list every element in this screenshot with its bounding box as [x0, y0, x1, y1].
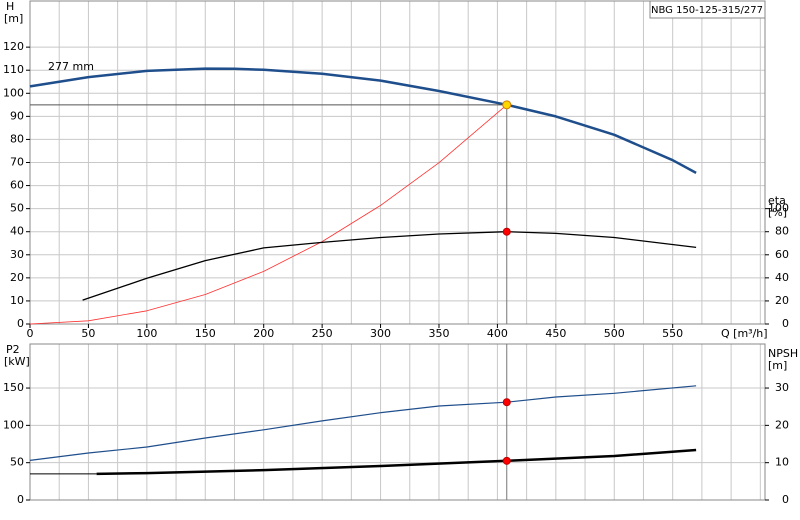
y-axis-label: P2: [6, 343, 20, 356]
curve-label: 277 mm: [48, 60, 94, 73]
curve: [29, 67, 697, 174]
y-tick-label: 60: [10, 179, 24, 192]
y-tick-label: 0: [17, 317, 24, 330]
y-tick-label: 30: [10, 248, 24, 261]
y2-axis-label: NPSH: [768, 347, 798, 360]
x-tick-label: 100: [136, 327, 157, 340]
x-tick-label: 200: [253, 327, 274, 340]
y-tick-label: 70: [10, 156, 24, 169]
y-tick-label: 20: [10, 271, 24, 284]
y2-axis-unit: [%]: [768, 206, 787, 219]
y-tick-label: 150: [3, 381, 24, 394]
y2-tick-label: 100: [768, 202, 789, 215]
y-axis-unit: [kW]: [4, 355, 30, 368]
chart-title: NBG 150-125-315/277: [651, 5, 763, 16]
title-box: [649, 0, 766, 19]
x-tick-label: 400: [487, 327, 508, 340]
x-tick-label: 550: [662, 327, 683, 340]
curve: [29, 104, 508, 325]
x-tick-label: 500: [604, 327, 625, 340]
y-tick-label: 100: [3, 418, 24, 431]
operating-point: [502, 227, 511, 236]
plot-frame: [29, 343, 766, 501]
y2-tick-label: 10: [775, 456, 789, 469]
y2-tick-label: 40: [775, 271, 789, 284]
y2-tick-label: 20: [775, 418, 789, 431]
x-tick-label: 150: [195, 327, 216, 340]
y-tick-label: 50: [10, 202, 24, 215]
y2-axis-unit: [m]: [768, 359, 787, 372]
y2-tick-label: 30: [775, 381, 789, 394]
y-tick-label: 120: [3, 40, 24, 53]
operating-point: [502, 456, 511, 465]
y-tick-label: 40: [10, 225, 24, 238]
operating-point: [502, 398, 511, 407]
x-tick-label: 250: [312, 327, 333, 340]
chart-1: 0 50 100 150 0 10 20 30 P2[kW] NPSH[m]: [3, 343, 798, 506]
x-tick-label: 450: [545, 327, 566, 340]
y-tick-label: 90: [10, 109, 24, 122]
curve: [29, 385, 697, 461]
y-tick-label: 10: [10, 294, 24, 307]
x-tick-label: 300: [370, 327, 391, 340]
y2-tick-label: 80: [775, 225, 789, 238]
y-tick-label: 100: [3, 86, 24, 99]
y2-axis-label: eta: [768, 194, 786, 207]
y-axis-label: H: [6, 0, 14, 13]
y-tick-label: 80: [10, 132, 24, 145]
curve: [82, 231, 697, 301]
y2-tick-label: 20: [775, 294, 789, 307]
y2-tick-label: 0: [782, 317, 789, 330]
x-tick-label: 50: [81, 327, 95, 340]
x-tick-label: 350: [428, 327, 449, 340]
x-tick-label: 0: [27, 327, 34, 340]
y2-tick-label: 60: [775, 248, 789, 261]
chart-0: 0 10 20 30 40 50 60 70 80 90 100 110 120 0 20 40 60 80 100…: [3, 0, 789, 340]
y-axis-unit: [m]: [4, 12, 23, 25]
operating-point: [502, 100, 512, 110]
curve: [96, 448, 697, 476]
y-tick-label: 0: [17, 493, 24, 506]
y2-tick-label: 0: [782, 493, 789, 506]
x-axis-label: Q [m³/h]: [721, 327, 768, 340]
y-tick-label: 50: [10, 456, 24, 469]
y-tick-label: 110: [3, 63, 24, 76]
